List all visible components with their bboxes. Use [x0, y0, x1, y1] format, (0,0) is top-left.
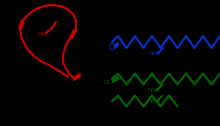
Text: $H_3C$: $H_3C$	[147, 98, 161, 106]
Text: Cl: Cl	[104, 80, 110, 85]
Text: O: O	[109, 43, 115, 53]
Text: $H_3C$: $H_3C$	[37, 30, 51, 39]
Text: $H_3C$: $H_3C$	[147, 87, 161, 96]
Text: $H_3C$: $H_3C$	[148, 50, 162, 58]
